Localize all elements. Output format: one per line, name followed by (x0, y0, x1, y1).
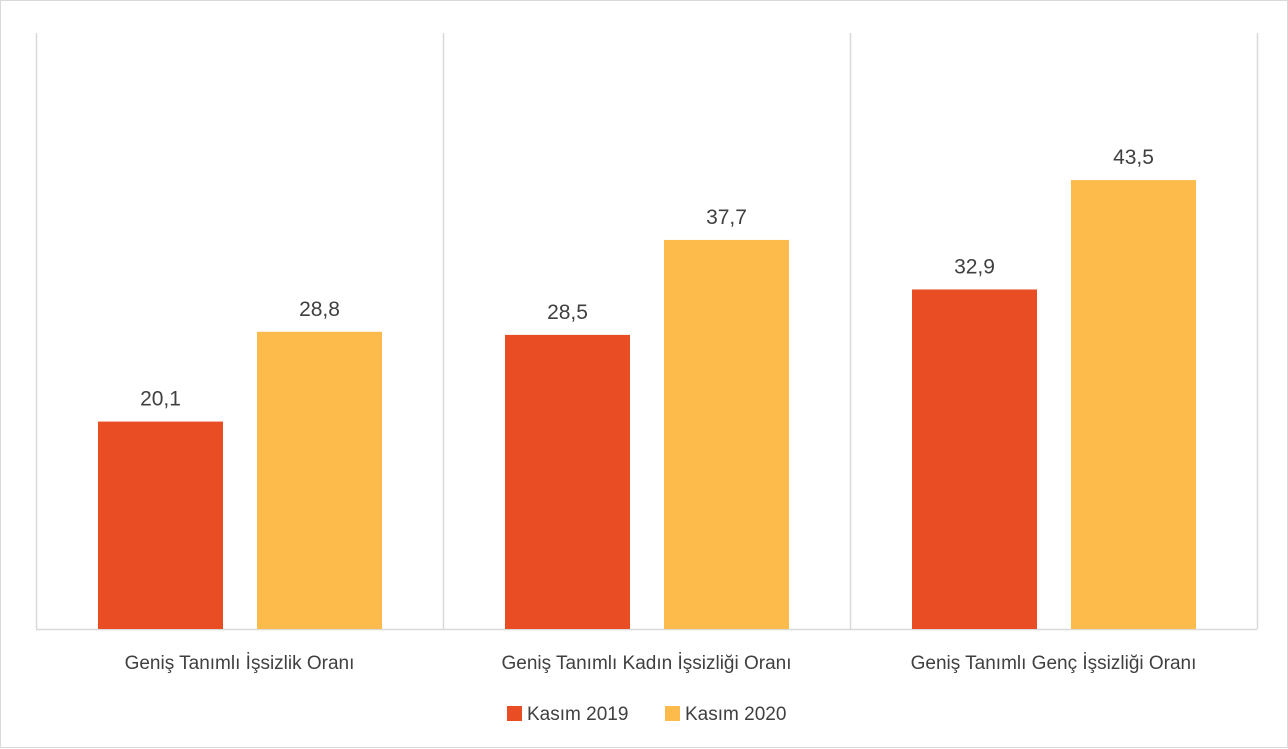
legend-label: Kasım 2020 (685, 704, 786, 725)
bar-group (98, 180, 1196, 629)
bar-kasim-2019-2 (505, 334, 630, 629)
bar-kasim-2020-1 (257, 331, 382, 629)
category-label-group: Geniş Tanımlı İşsizlik Oranı Geniş Tanıml… (125, 653, 1197, 674)
category-label: Geniş Tanımlı Genç İşsizliği Oranı (911, 653, 1197, 674)
category-separators (35, 33, 1259, 631)
data-label: 37,7 (706, 206, 747, 229)
bar-kasim-2019-1 (98, 421, 223, 629)
bar-kasim-2019-3 (912, 289, 1037, 629)
data-label: 43,5 (1113, 146, 1154, 169)
data-label: 20,1 (140, 388, 181, 411)
legend-swatch (665, 706, 680, 721)
legend-label: Kasım 2019 (527, 704, 628, 725)
data-label: 28,5 (547, 301, 588, 324)
data-label: 28,8 (299, 298, 340, 321)
category-label: Geniş Tanımlı İşsizlik Oranı (125, 653, 355, 674)
bar-kasim-2020-3 (1071, 180, 1196, 629)
data-label: 32,9 (954, 255, 995, 278)
bar-kasim-2020-2 (664, 239, 789, 629)
legend-swatch (507, 706, 522, 721)
data-label-group: 20,1 28,5 32,9 28,8 37,7 43,5 (140, 146, 1154, 410)
legend: Kasım 2019 Kasım 2020 (507, 704, 786, 725)
category-label: Geniş Tanımlı Kadın İşsizliği Oranı (501, 653, 791, 674)
